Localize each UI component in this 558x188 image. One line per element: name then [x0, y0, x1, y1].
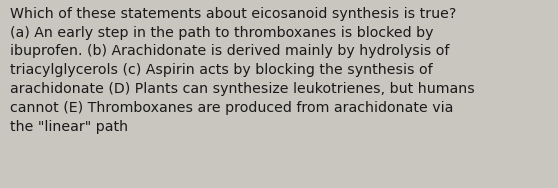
Text: Which of these statements about eicosanoid synthesis is true?
(a) An early step : Which of these statements about eicosano…: [10, 7, 475, 134]
